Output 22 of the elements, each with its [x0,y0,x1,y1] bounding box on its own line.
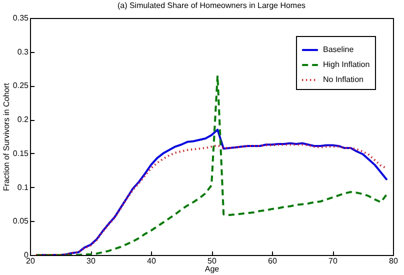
x-tick-label: 80 [389,256,398,266]
x-tick-label: 30 [86,256,96,266]
y-tick-label: 0.1 [17,182,30,192]
y-tick-label: 0.2 [17,115,30,124]
legend-label: High Inflation [323,60,370,69]
y-tick-label: 0 [24,250,30,260]
x-tick-label: 60 [268,256,278,266]
legend-label: No Inflation [323,75,364,84]
y-tick-label: 0.3 [17,47,30,56]
x-tick-label: 70 [328,256,338,266]
y-axis-title: Fraction of Survivors in Cohort [2,82,11,192]
y-tick-label: 0.35 [12,14,30,22]
chart-title: (a) Simulated Share of Homeowners in Large Homes [117,1,306,10]
y-tick-label: 0.15 [12,148,30,158]
y-tick-label: 0.05 [12,216,30,226]
line-series [35,74,388,255]
x-axis-title: Age [204,264,220,274]
x-tick-label: 40 [147,256,156,266]
x-tick-label: 20 [26,256,36,266]
y-tick-label: 0.25 [12,81,30,90]
x-tick-label: 50 [208,256,217,266]
legend-label: Baseline [323,45,354,54]
